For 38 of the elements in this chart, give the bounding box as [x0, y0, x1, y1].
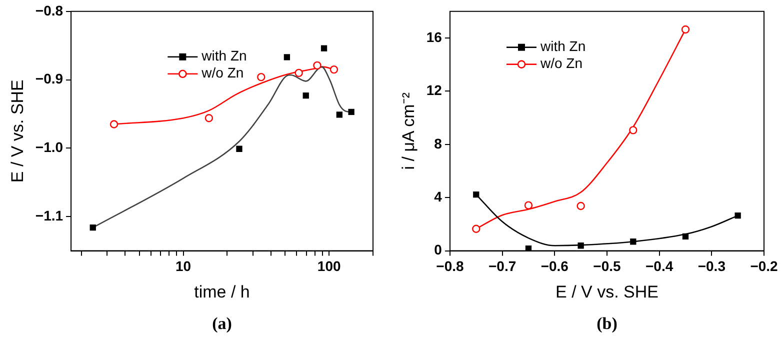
legend-label: with Zn	[539, 38, 586, 54]
y-tick-label: 0	[434, 242, 442, 258]
point	[630, 238, 636, 245]
y-tick-label: 4	[434, 188, 442, 204]
point	[578, 242, 584, 249]
point	[629, 126, 638, 134]
x-axis-title: time / h	[194, 282, 250, 302]
text: (a)	[212, 314, 232, 333]
y-tick-label: −1.0	[35, 139, 64, 156]
y-axis-title: E / V vs. SHE	[8, 80, 27, 183]
x-tick-label: −0.6	[540, 258, 569, 274]
y-tick-label: −0.9	[35, 70, 64, 87]
point	[576, 202, 585, 210]
y-tick-label: 8	[434, 135, 442, 152]
legend-label: w/o Zn	[200, 64, 244, 81]
legend-label: with Zn	[200, 48, 247, 64]
x-tick-label: −0.7	[488, 258, 516, 274]
y-axis-title: i / μA cm⁻²	[398, 92, 418, 170]
point	[472, 224, 480, 233]
point	[682, 233, 689, 240]
y-tick-label: 16	[426, 28, 442, 45]
y-tick-label: −0.8	[35, 2, 64, 18]
x-tick-label: 10	[175, 258, 192, 274]
y-tick-label: −1.1	[35, 207, 64, 224]
point	[734, 212, 741, 219]
x-tick-label: 100	[317, 258, 341, 274]
x-tick-label: −0.5	[593, 258, 622, 274]
x-tick-label: −0.2	[750, 258, 778, 274]
point	[473, 191, 480, 198]
point	[525, 245, 532, 251]
x-axis-title: E / V vs. SHE	[555, 282, 658, 302]
legend-label: w/o Zn	[539, 55, 583, 72]
y-tick-label: 12	[426, 82, 442, 98]
x-tick-label: −0.3	[698, 258, 726, 274]
x-tick-label: −0.4	[646, 258, 674, 274]
point	[524, 201, 533, 210]
text: (b)	[596, 314, 618, 333]
point	[681, 25, 690, 34]
